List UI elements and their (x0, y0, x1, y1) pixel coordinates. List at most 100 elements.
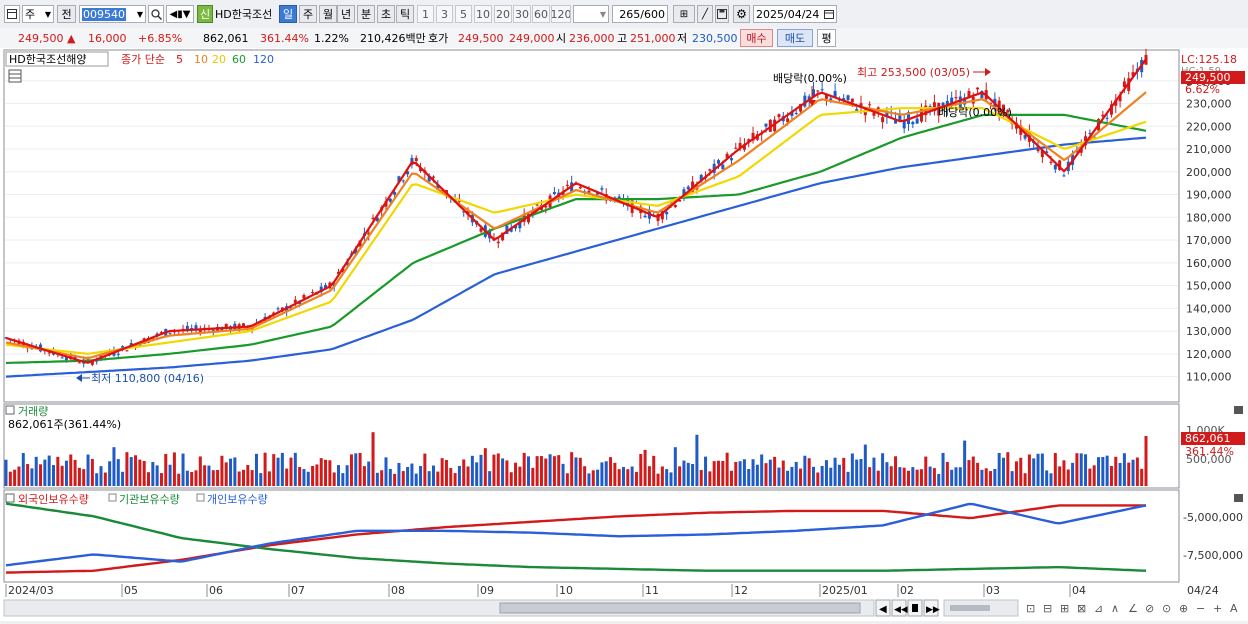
volume-bar (229, 458, 233, 486)
candle-body (121, 346, 125, 348)
count-input[interactable]: 265/600 (612, 5, 668, 23)
tab-week[interactable]: 주 (299, 5, 317, 23)
volume-bar (717, 460, 720, 486)
volume-close-icon[interactable] (1234, 406, 1243, 414)
chart-canvas[interactable]: 240,000230,000220,000210,000200,000190,0… (0, 48, 1248, 621)
chart-area[interactable]: 240,000230,000220,000210,000200,000190,0… (0, 48, 1248, 621)
price-y-tick: 230,000 (1186, 98, 1232, 111)
buy-button[interactable]: 매수 (740, 29, 773, 47)
zoom-slider-thumb[interactable] (950, 605, 990, 611)
candle-body (686, 186, 690, 190)
x-axis-label: 04 (1072, 584, 1086, 597)
candle-body (833, 91, 837, 98)
tab-tick[interactable]: 틱 (396, 5, 414, 23)
minute-1[interactable]: 1 (417, 5, 434, 23)
minute-5[interactable]: 5 (455, 5, 472, 23)
tab-month[interactable]: 월 (319, 5, 337, 23)
tab-day[interactable]: 일 (279, 5, 297, 23)
save-icon[interactable] (715, 5, 729, 23)
candle-body (544, 205, 548, 208)
candle-body (747, 139, 751, 142)
scroll-left-icon[interactable] (875, 599, 891, 617)
minute-3[interactable]: 3 (436, 5, 453, 23)
volume-bar (522, 452, 526, 486)
candle-body (224, 323, 228, 328)
volume-bar (393, 473, 397, 486)
volume-bar (993, 469, 997, 486)
bottom-tool-icon: ⊿ (1094, 602, 1103, 615)
volume-bar (622, 467, 625, 486)
scroll-thumb[interactable] (499, 602, 861, 614)
volume-bar (406, 466, 410, 486)
volume-bar (941, 452, 945, 486)
forward-icon[interactable] (923, 599, 939, 617)
minute-10[interactable]: 10 (474, 5, 492, 23)
layout-icon[interactable] (4, 5, 20, 23)
volume-bar (699, 470, 703, 486)
volume-value-text: 862,061주(361.44%) (8, 418, 121, 431)
candle-body (1101, 114, 1105, 117)
volume-bar (185, 470, 189, 486)
volume-bar (280, 452, 284, 486)
candle-body (552, 192, 556, 195)
rewind-icon[interactable] (891, 599, 907, 617)
candle-body (911, 121, 915, 125)
chart-type-select[interactable]: 주 ▼ (22, 5, 54, 23)
volume-bar (1023, 473, 1027, 486)
candle-body (1062, 175, 1066, 177)
volume-bar (902, 467, 906, 486)
volume-bar (337, 465, 340, 486)
volume-bar (725, 452, 729, 486)
volume-bar (414, 473, 418, 486)
candle-body (1092, 136, 1096, 138)
change-text: 16,000 (88, 31, 127, 45)
volume-bar (721, 460, 725, 486)
sell-button[interactable]: 매도 (777, 29, 813, 47)
speaker-icon[interactable]: ◀▮▼ (166, 5, 194, 23)
holding-close-icon[interactable] (1234, 494, 1243, 502)
volume-bar (932, 468, 936, 486)
dividend-arrowhead-1 (808, 100, 816, 106)
turnover: 1.22% (314, 30, 349, 46)
minute-custom-select[interactable]: ▼ (573, 5, 609, 23)
volume-bar (561, 463, 565, 486)
tab-minute[interactable]: 분 (357, 5, 375, 23)
minute-20[interactable]: 20 (494, 5, 512, 23)
draw-icon[interactable]: ╱ (697, 5, 713, 23)
date-field[interactable]: 2025/04/24 (753, 5, 837, 23)
volume-bar (881, 453, 885, 486)
dividend-note-2: 배당락(0.00%) (938, 106, 1012, 119)
volume-bar (276, 457, 280, 486)
stock-code-input[interactable]: 009540 ▼ (79, 5, 146, 23)
crosshair-icon[interactable]: ⊞ (673, 5, 695, 23)
candle-body (721, 164, 725, 170)
ma-10-label: 10 (194, 53, 208, 66)
volume-bar (302, 469, 306, 486)
prev-button[interactable]: 전 (57, 5, 76, 23)
gear-icon[interactable]: ⚙ (733, 5, 750, 23)
candle-body (185, 325, 189, 331)
minute-30[interactable]: 30 (513, 5, 531, 23)
volume-bar (1066, 469, 1070, 486)
holding-legend-sep-2 (196, 493, 205, 502)
tab-year[interactable]: 년 (337, 5, 355, 23)
minute-60[interactable]: 60 (532, 5, 550, 23)
volume-bar (647, 466, 651, 486)
volume-bar (924, 456, 928, 486)
holding-line-2 (5, 502, 1147, 567)
open-price-text: 236,000 (569, 31, 615, 45)
eval-button[interactable]: 평 (817, 29, 836, 47)
volume-bar (747, 469, 751, 486)
eval-button-label: 평 (821, 32, 832, 45)
grid-toggle-icon[interactable] (8, 69, 22, 83)
stock-name: HD한국조선 (215, 6, 272, 22)
minute-60-label: 60 (534, 7, 548, 21)
price-y-tick: 170,000 (1186, 234, 1232, 247)
volume-bar (1071, 462, 1075, 486)
tab-second[interactable]: 초 (377, 5, 395, 23)
search-icon[interactable] (148, 5, 164, 23)
scroll-left-glyph: ◀ (879, 604, 887, 615)
ma-label: 종가 단순 (121, 53, 165, 66)
volume-bar (557, 455, 561, 486)
minute-120[interactable]: 120 (551, 5, 571, 23)
